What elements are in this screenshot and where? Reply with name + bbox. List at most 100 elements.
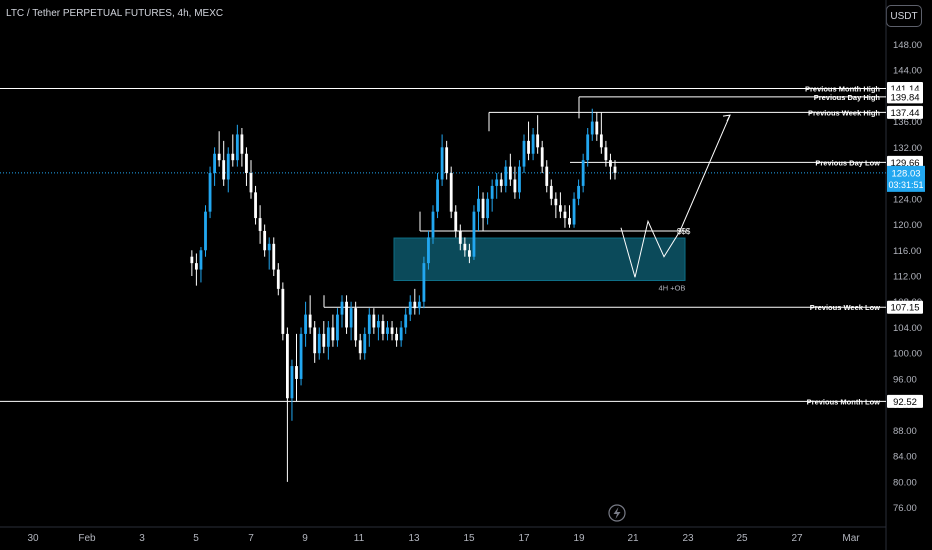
candle [508,153,512,186]
candle [245,147,248,186]
projection-arrowhead [722,114,731,122]
candle [549,179,553,206]
candle-body [267,243,271,251]
candle-body [390,327,394,334]
candle-body [235,134,239,161]
candle-body [481,198,485,219]
candle [527,121,530,161]
candle [531,128,535,161]
candle [281,282,285,341]
projection-path [620,114,731,278]
candle-body [213,153,217,174]
candle [458,224,462,251]
candle [518,160,521,199]
candle [554,192,558,219]
level-price-tag [887,155,923,169]
y-tick-label: 144.00 [893,66,922,77]
candle-body [504,166,508,186]
candle [609,153,612,180]
candle [290,359,294,421]
candle [322,321,326,354]
candle [194,253,198,286]
candle [222,140,226,186]
candle [504,160,508,193]
level-price-value: 92.52 [893,397,917,408]
candle [304,301,308,347]
candle [413,288,417,315]
candle [481,192,485,231]
candle-body [508,166,512,180]
y-tick-label: 148.00 [893,40,922,51]
candle-body [477,198,480,212]
icons [608,504,626,522]
candle-body [313,327,317,354]
candle [254,185,257,225]
order-block-rect [393,237,686,282]
candle-body [581,160,585,186]
candle-body [558,205,562,212]
x-tick-label: Mar [842,533,860,544]
candle [463,237,467,257]
candle-body [458,230,462,244]
liquidity-label: $$$ [677,227,691,236]
candle [499,173,503,193]
x-tick-label: 15 [463,533,475,544]
candle [472,205,476,260]
candle-body [572,198,576,225]
order-block-zone: 4H +OB [393,237,686,293]
candle-body [513,179,517,193]
y-tick-label: 112.00 [893,272,921,283]
candle [490,179,494,212]
level-price-value: 141.14 [890,84,919,95]
candle-body [304,314,308,334]
level-price-tag [887,394,923,408]
candle-body [449,173,453,212]
candle [568,205,571,228]
candle [345,295,348,334]
level-previous-week-high: Previous Week High 137.44 [489,105,923,119]
candle [440,134,444,186]
candle-body [609,160,612,167]
candle-body [417,301,421,309]
candle-body [472,211,476,257]
x-tick-label: 9 [302,533,308,544]
candle-body [245,153,248,174]
candle-body [568,218,571,225]
candle [190,250,194,276]
x-tick-label: 11 [354,533,365,544]
candle-body [440,147,444,180]
x-tick-label: 27 [791,533,803,544]
y-tick-label: 76.00 [893,503,917,514]
y-tick-label: 124.00 [893,194,922,205]
candle [276,263,280,296]
candle [358,333,362,360]
x-tick-label: 25 [736,533,748,544]
candle [449,166,453,219]
candle [263,224,267,257]
candle [340,295,344,328]
candle-body [586,134,590,161]
x-tick-label: 3 [139,533,145,544]
candle-body [536,134,540,148]
candle-body [431,211,435,238]
candle [545,160,549,193]
lightning-icon [608,504,626,522]
candle [436,173,439,219]
x-tick-label: 30 [27,533,39,544]
candle-body [463,243,467,251]
candle-body [322,333,326,347]
level-previous-day-low: Previous Day Low 129.66 [570,155,923,169]
candle [417,295,421,315]
candle [226,147,230,193]
candle [477,185,480,231]
candle [213,147,217,186]
candle-body [577,185,581,199]
candle-body [276,269,280,289]
candle [572,192,576,228]
candle-body [545,166,549,186]
candle-body [595,121,599,135]
candle [431,205,435,244]
candle [313,321,317,363]
level-price-value: 129.66 [890,158,919,169]
